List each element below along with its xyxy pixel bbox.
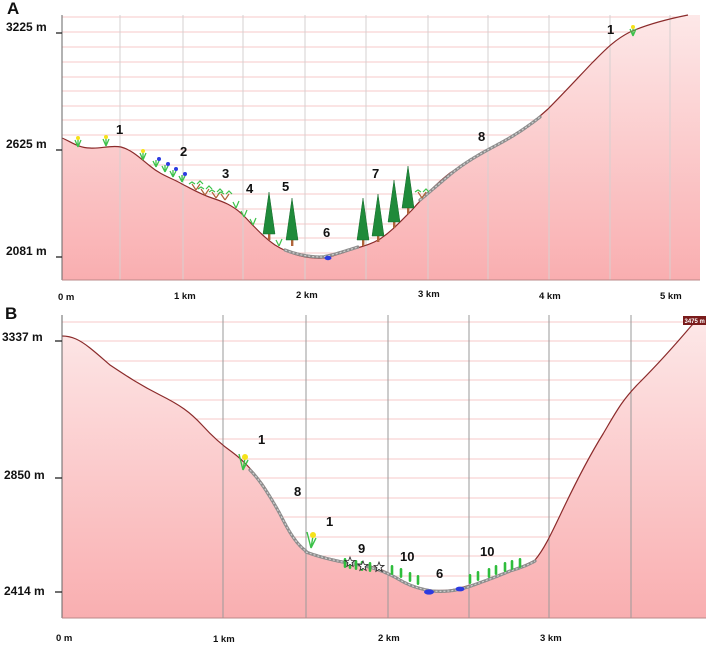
sedge-icon xyxy=(416,575,420,585)
sedge-icon xyxy=(476,571,480,581)
panel-a-terrain-fill xyxy=(62,15,700,280)
pond-icon xyxy=(455,586,465,592)
panel-b-xtick-label: 1 km xyxy=(213,634,235,645)
panel-a-xtick-label: 0 m xyxy=(58,292,74,303)
cushion-plant-icon xyxy=(368,562,372,572)
zone-label: 1 xyxy=(258,432,265,447)
sedge-icon xyxy=(390,565,394,575)
zone-label: 6 xyxy=(323,225,330,240)
grass-icon xyxy=(232,200,240,209)
panel-b-xtick-label: 2 km xyxy=(378,633,400,644)
conifer-tree-icon xyxy=(371,193,385,243)
panel-b-x-ticks: 0 m 1 km 2 km 3 km xyxy=(56,633,562,645)
blue-flower-icon xyxy=(161,161,171,173)
panel-b-xtick-label: 3 km xyxy=(540,633,562,644)
stream-icon xyxy=(324,255,332,261)
panel-a-xtick-label: 4 km xyxy=(539,291,561,302)
shrub-icon xyxy=(217,190,233,201)
sedge-icon xyxy=(408,572,412,582)
zone-label: 4 xyxy=(246,181,254,196)
zone-label: 9 xyxy=(358,541,365,556)
panel-b-ytick-label: 3337 m xyxy=(2,330,43,344)
panel-a: A xyxy=(6,0,700,303)
pond-icon xyxy=(424,589,434,595)
zone-label: 1 xyxy=(116,122,123,137)
conifer-tree-icon xyxy=(285,197,299,247)
panel-b-y-ticks: 3337 m 2850 m 2414 m xyxy=(2,330,62,598)
panel-a-letter: A xyxy=(7,0,19,18)
zone-label: 8 xyxy=(478,129,485,144)
panel-a-zone-labels: 1 2 3 4 5 6 7 8 1 xyxy=(116,22,614,240)
sedge-icon xyxy=(468,574,472,584)
sedge-icon xyxy=(510,560,514,570)
panel-b: B xyxy=(2,304,706,645)
panel-a-x-ticks: 0 m 1 km 2 km 3 km 4 km 5 km xyxy=(58,289,682,303)
panel-a-ytick-label: 3225 m xyxy=(6,20,47,34)
zone-label: 8 xyxy=(294,484,301,499)
zone-label: 1 xyxy=(326,514,333,529)
zone-label: 5 xyxy=(282,179,289,194)
panel-a-y-ticks: 3225 m 2625 m 2081 m xyxy=(6,20,62,258)
conifer-tree-icon xyxy=(356,197,370,247)
panel-b-vegetation xyxy=(238,453,522,595)
zone-label: 10 xyxy=(400,549,414,564)
sedge-icon xyxy=(494,565,498,575)
conifer-tree-icon xyxy=(401,165,415,215)
panel-b-ytick-label: 2414 m xyxy=(4,584,45,598)
panel-b-ytick-label: 2850 m xyxy=(4,468,45,482)
cushion-plant-icon xyxy=(343,558,347,568)
panel-a-xtick-label: 5 km xyxy=(660,291,682,302)
max-elevation-label: 3475 m xyxy=(685,319,705,325)
panel-b-letter: B xyxy=(5,304,17,323)
sedge-icon xyxy=(399,568,403,578)
yellow-flower-icon xyxy=(306,531,317,549)
sedge-icon xyxy=(487,568,491,578)
panel-a-xtick-label: 2 km xyxy=(296,290,318,301)
cushion-plant-icon xyxy=(354,560,358,570)
blue-flower-icon xyxy=(169,166,179,178)
sedge-icon xyxy=(503,562,507,572)
zone-label: 1 xyxy=(607,22,614,37)
panel-b-xtick-label: 0 m xyxy=(56,633,72,644)
sedge-icon xyxy=(518,558,522,568)
panel-b-vertical-grid xyxy=(222,315,632,618)
zone-label: 7 xyxy=(372,166,379,181)
zone-label: 2 xyxy=(180,144,187,159)
panel-a-vegetation xyxy=(74,24,637,261)
conifer-tree-icon xyxy=(387,179,401,229)
grass-icon xyxy=(275,238,283,247)
panel-a-ytick-label: 2625 m xyxy=(6,137,47,151)
panel-a-xtick-label: 3 km xyxy=(418,289,440,300)
panel-b-zone-labels: 1 8 1 9 10 6 10 xyxy=(258,432,494,581)
zone-label: 10 xyxy=(480,544,494,559)
conifer-tree-icon xyxy=(262,191,276,241)
panel-a-ytick-label: 2081 m xyxy=(6,244,47,258)
panel-a-xtick-label: 1 km xyxy=(174,291,196,302)
yellow-flower-icon xyxy=(102,134,110,147)
zone-label: 3 xyxy=(222,166,229,181)
zone-label: 6 xyxy=(436,566,443,581)
panel-b-max-elevation-tag: 3475 m xyxy=(683,316,706,325)
